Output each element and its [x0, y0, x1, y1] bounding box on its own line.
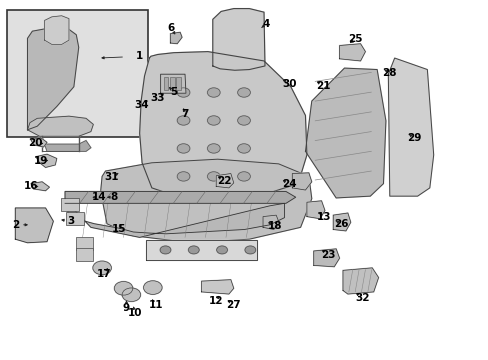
Circle shape — [207, 144, 220, 153]
Text: 9: 9 — [122, 303, 130, 313]
Circle shape — [237, 88, 250, 97]
Polygon shape — [212, 9, 264, 70]
Polygon shape — [306, 201, 325, 219]
Polygon shape — [27, 28, 79, 130]
Circle shape — [207, 88, 220, 97]
Circle shape — [177, 88, 189, 97]
Text: 25: 25 — [348, 35, 362, 44]
Circle shape — [177, 144, 189, 153]
Text: 1: 1 — [136, 51, 143, 61]
Polygon shape — [160, 74, 185, 93]
Text: 6: 6 — [167, 23, 175, 33]
Polygon shape — [65, 192, 295, 203]
Circle shape — [237, 172, 250, 181]
Bar — [6, 10, 148, 137]
Text: 10: 10 — [128, 309, 142, 318]
Circle shape — [237, 144, 250, 153]
Circle shape — [188, 246, 199, 254]
Bar — [169, 77, 174, 90]
Polygon shape — [140, 51, 306, 198]
Text: 16: 16 — [23, 181, 38, 192]
Text: 34: 34 — [134, 100, 148, 111]
Polygon shape — [292, 173, 311, 190]
Text: 21: 21 — [316, 81, 330, 91]
Circle shape — [114, 282, 133, 295]
Text: 33: 33 — [150, 93, 164, 103]
Bar — [66, 212, 83, 225]
Polygon shape — [170, 32, 182, 44]
Bar — [76, 237, 93, 250]
Text: 15: 15 — [111, 225, 126, 234]
Bar — [176, 77, 181, 90]
Text: 12: 12 — [208, 296, 223, 306]
Bar — [163, 77, 168, 90]
Text: 31: 31 — [104, 172, 119, 182]
Circle shape — [207, 116, 220, 125]
Polygon shape — [101, 159, 311, 243]
Bar — [61, 198, 79, 211]
Text: 2: 2 — [12, 220, 19, 230]
Text: 7: 7 — [181, 109, 188, 119]
Text: 5: 5 — [170, 87, 177, 97]
Bar — [76, 248, 93, 261]
Polygon shape — [339, 44, 365, 61]
Polygon shape — [36, 154, 57, 167]
Circle shape — [237, 116, 250, 125]
Polygon shape — [27, 116, 93, 136]
Polygon shape — [313, 249, 339, 267]
Polygon shape — [15, 208, 53, 243]
Text: 24: 24 — [282, 179, 296, 189]
Text: 23: 23 — [321, 249, 335, 260]
Text: 32: 32 — [354, 293, 369, 303]
Text: 8: 8 — [110, 192, 117, 202]
Text: 20: 20 — [28, 139, 43, 148]
Polygon shape — [305, 68, 385, 198]
Polygon shape — [146, 240, 256, 260]
Polygon shape — [263, 215, 279, 229]
Text: 18: 18 — [267, 221, 282, 231]
Polygon shape — [31, 138, 47, 147]
Polygon shape — [332, 213, 350, 231]
Text: 3: 3 — [68, 216, 75, 226]
Circle shape — [207, 172, 220, 181]
Polygon shape — [68, 203, 284, 237]
Text: 19: 19 — [33, 156, 48, 166]
Text: 13: 13 — [316, 212, 330, 221]
Text: 4: 4 — [262, 19, 269, 29]
Text: 22: 22 — [216, 176, 231, 186]
Circle shape — [177, 116, 189, 125]
Circle shape — [216, 246, 227, 254]
Circle shape — [244, 246, 255, 254]
Text: 11: 11 — [148, 300, 163, 310]
Circle shape — [122, 288, 141, 302]
Text: 17: 17 — [97, 269, 111, 279]
Polygon shape — [42, 137, 91, 151]
Circle shape — [143, 281, 162, 294]
Circle shape — [93, 261, 111, 275]
Polygon shape — [44, 16, 69, 44]
Text: 26: 26 — [333, 219, 347, 229]
Text: 14: 14 — [92, 192, 106, 202]
Text: 28: 28 — [382, 68, 396, 78]
Text: 30: 30 — [282, 79, 296, 89]
Polygon shape — [31, 182, 49, 191]
Polygon shape — [342, 268, 378, 294]
Text: 27: 27 — [226, 300, 241, 310]
Polygon shape — [216, 174, 233, 188]
Polygon shape — [201, 280, 233, 294]
Text: 29: 29 — [406, 133, 421, 143]
Circle shape — [177, 172, 189, 181]
Polygon shape — [387, 58, 433, 196]
Circle shape — [160, 246, 170, 254]
